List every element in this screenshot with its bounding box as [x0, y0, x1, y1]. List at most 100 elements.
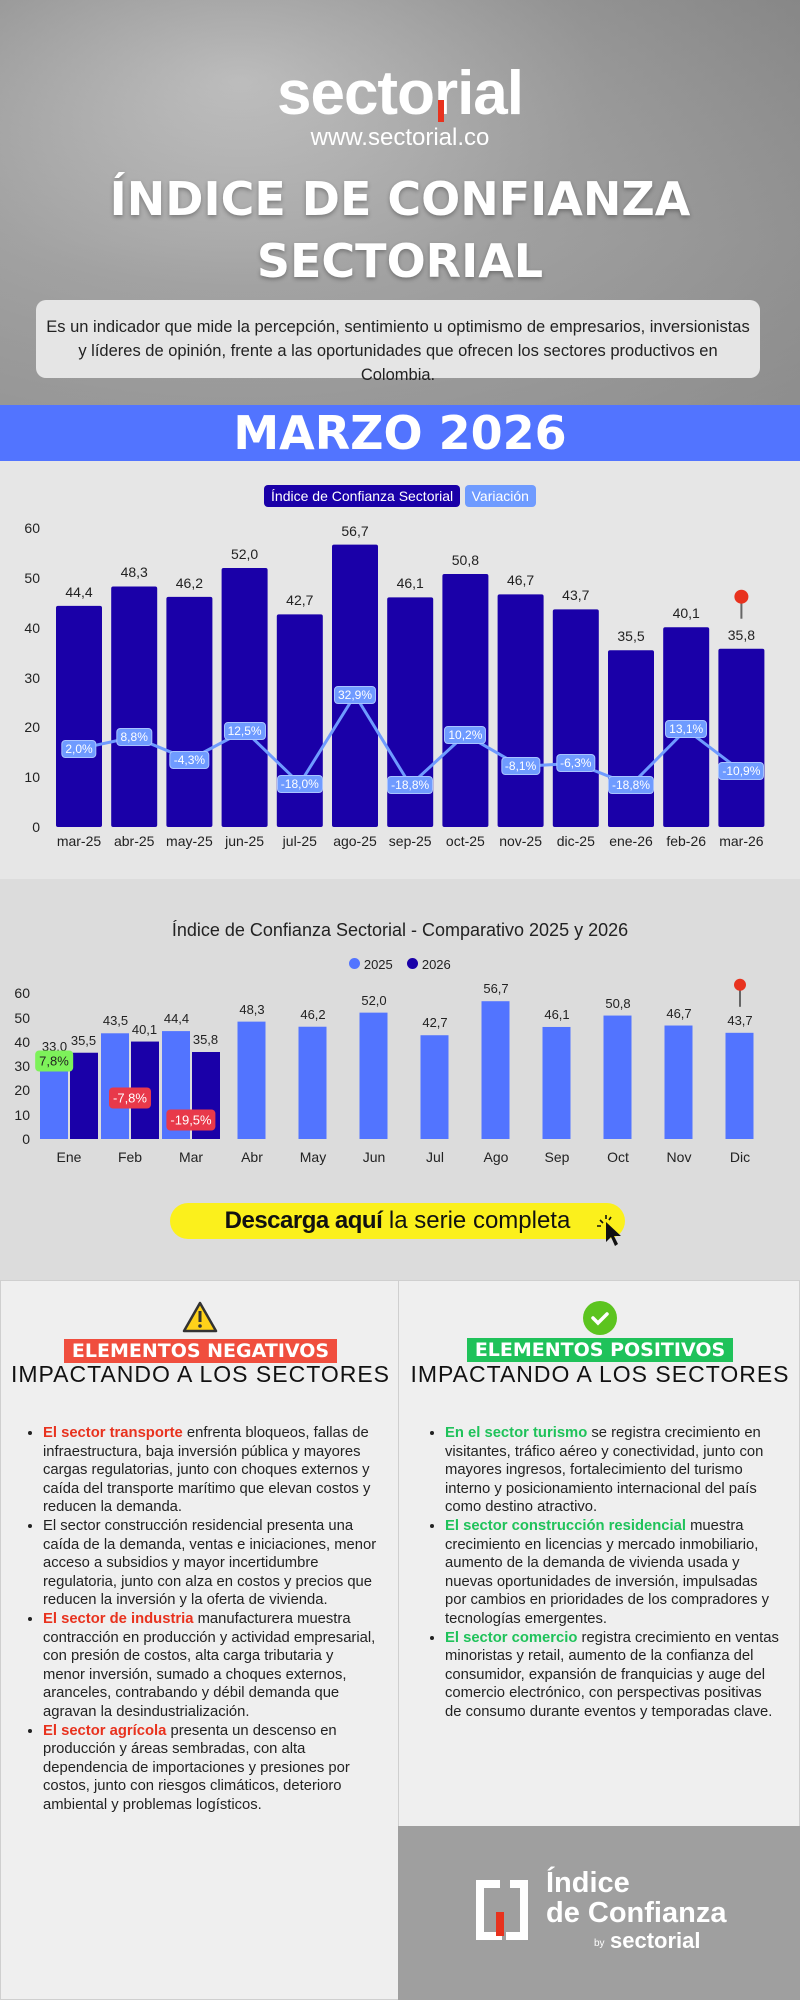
sector-highlight: El sector construcción residencial [445, 1517, 686, 1534]
item-text: manufacturera muestra contracción en pro… [43, 1610, 376, 1720]
y-tick-label: 40 [24, 619, 40, 636]
y-tick-label: 30 [24, 669, 40, 686]
y-tick-label: 10 [24, 769, 40, 786]
x-tick-label: Ene [56, 1149, 82, 1165]
sector-highlight: El sector comercio [445, 1629, 578, 1646]
bar-2025 [481, 1001, 510, 1139]
bar-value-label: 46,1 [396, 575, 424, 592]
warning-icon [182, 1301, 218, 1333]
x-tick-label: ago-25 [333, 833, 377, 849]
logo-red-bar [438, 100, 444, 122]
index-bar [442, 574, 489, 827]
item-text: El sector construcción residencial prese… [43, 1517, 377, 1609]
bar-value-2025: 43,5 [102, 1013, 129, 1029]
footer-logo-box: Índice de Confianza by sectorial [398, 1826, 800, 2000]
index-bar [387, 597, 434, 827]
x-tick-label: jul-25 [282, 833, 317, 849]
variation-label: 8,8% [116, 727, 152, 746]
sectorial-logo: sectorial [276, 59, 524, 128]
bar-2025 [664, 1025, 693, 1139]
y-tick-label: 0 [32, 819, 40, 835]
item-text: muestra crecimiento en licencias y merca… [445, 1517, 770, 1627]
bar-value-label: 48,3 [120, 564, 148, 581]
bar-2025 [237, 1021, 266, 1139]
y-tick-label: 10 [14, 1106, 30, 1123]
x-tick-label: jun-25 [225, 833, 265, 849]
change-badge: -7,8% [109, 1087, 151, 1109]
change-badge: 7,8% [35, 1050, 73, 1072]
index-logo-icon [476, 1880, 528, 1940]
pin-icon [734, 589, 749, 604]
y-tick-label: 20 [24, 719, 40, 736]
bar-value-label: 35,5 [617, 628, 645, 645]
x-tick-label: Abr [241, 1149, 263, 1165]
chart1-svg [56, 544, 765, 827]
x-tick-label: May [299, 1149, 327, 1165]
index-bar [166, 596, 213, 827]
legend-index: Índice de Confianza Sectorial [264, 485, 461, 507]
bar-value-2025: 33,0 [41, 1038, 68, 1054]
bar-2025 [603, 1015, 632, 1139]
bar-2025 [40, 1058, 68, 1139]
cursor-click-icon [597, 1215, 621, 1246]
bar-value-2025: 46,7 [666, 1005, 692, 1021]
y-tick-label: 60 [14, 985, 30, 1002]
x-tick-label: Ago [483, 1149, 509, 1165]
x-tick-label: nov-25 [499, 833, 542, 849]
y-tick-label: 50 [24, 570, 40, 586]
x-tick-label: sep-25 [388, 833, 432, 849]
y-tick-label: 50 [14, 1009, 30, 1026]
chart2-title: Índice de Confianza Sectorial - Comparat… [171, 920, 629, 940]
negative-list: El sector transporte enfrenta bloqueos, … [43, 1424, 379, 1814]
pin-icon [734, 978, 746, 991]
bar-2025 [542, 1026, 571, 1139]
bar-value-label: 40,1 [672, 605, 700, 622]
bar-value-2025: 56,7 [483, 981, 509, 997]
variation-label: 12,5% [223, 721, 266, 740]
legend-dot-2025 [349, 958, 361, 969]
x-tick-label: may-25 [166, 833, 213, 849]
negative-tag: ELEMENTOS NEGATIVOS [63, 1339, 338, 1363]
index-bar [718, 648, 765, 827]
x-tick-label: Dic [729, 1149, 751, 1165]
period-banner: MARZO 2026 [0, 405, 800, 461]
variation-label: 2,0% [61, 739, 97, 758]
chart1-legend: Índice de Confianza Sectorial Variación [0, 485, 800, 507]
bar-value-2026: 40,1 [131, 1021, 158, 1037]
legend-2026: 2026 [421, 957, 451, 972]
variation-label: -18,8% [387, 776, 434, 795]
x-tick-label: mar-26 [719, 833, 764, 849]
y-tick-label: 0 [22, 1131, 30, 1147]
website-url[interactable]: www.sectorial.co [310, 124, 490, 151]
download-bold: Descarga aquí [224, 1207, 383, 1234]
list-item: En el sector turismo se registra crecimi… [445, 1424, 781, 1517]
variation-label: -4,3% [169, 750, 210, 769]
positive-subtitle: IMPACTANDO A LOS SECTORES [410, 1361, 790, 1387]
x-tick-label: Oct [607, 1149, 629, 1165]
x-tick-label: Mar [178, 1149, 204, 1165]
variation-label: 13,1% [665, 720, 708, 739]
x-tick-label: Feb [117, 1149, 143, 1165]
negative-elements-column: ELEMENTOS NEGATIVOS IMPACTANDO A LOS SEC… [0, 1280, 399, 2000]
description-box: Es un indicador que mide la percepción, … [36, 300, 760, 384]
bar-value-2025: 48,3 [239, 1001, 265, 1017]
download-series-button[interactable]: Descarga aquí la serie completa [170, 1203, 625, 1239]
page-title-line2: SECTORIAL [256, 234, 544, 288]
bar-value-label: 35,8 [727, 626, 756, 643]
bar-2025 [420, 1035, 449, 1139]
bar-2025 [298, 1026, 327, 1139]
x-tick-label: ene-26 [609, 833, 653, 849]
variation-label: -18,8% [607, 776, 655, 795]
bar-value-2026: 35,8 [192, 1032, 219, 1047]
legend-dot-2026 [407, 958, 419, 969]
variation-label: 32,9% [333, 685, 377, 704]
index-bar [111, 586, 158, 827]
bar-value-2026: 35,5 [70, 1032, 97, 1048]
bar-value-2025: 44,4 [163, 1011, 190, 1027]
variation-label: -10,9% [718, 762, 765, 781]
item-text: presenta un descenso en producción y áre… [43, 1722, 350, 1813]
x-tick-label: Nov [666, 1149, 692, 1165]
bar-value-label: 46,2 [175, 574, 204, 591]
legend-variation: Variación [464, 485, 536, 507]
sector-highlight: El sector agrícola [43, 1722, 167, 1739]
